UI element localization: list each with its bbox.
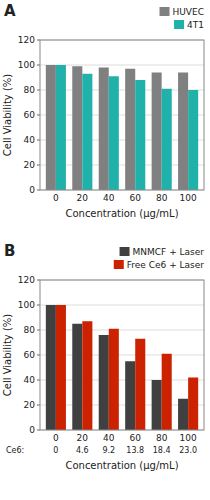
y-tick-label: 0 — [29, 185, 35, 195]
bar — [109, 76, 119, 190]
y-tick-label: 100 — [18, 60, 35, 70]
x-sub-label: 23.0 — [179, 446, 197, 455]
bar — [99, 68, 109, 191]
x-tick-label: 0 — [53, 193, 59, 203]
x-tick-label: 60 — [129, 193, 141, 203]
legend-label: Free Ce6 + Laser — [127, 260, 205, 270]
x-tick-label: 40 — [103, 433, 115, 443]
bar — [72, 324, 82, 430]
x-tick-label: 100 — [180, 193, 197, 203]
bar — [162, 354, 172, 430]
legend-swatch — [120, 247, 130, 256]
x-tick-label: 20 — [77, 433, 89, 443]
plot-frame — [40, 280, 204, 430]
bar — [178, 73, 188, 191]
y-tick-label: 20 — [24, 160, 36, 170]
legend-swatch — [160, 7, 170, 16]
legend: MNMCF + Laser Free Ce6 + Laser — [114, 247, 205, 270]
bar — [188, 378, 198, 431]
x-sub-label: 4.6 — [76, 446, 89, 455]
bar — [125, 69, 135, 190]
sub-label-title: Ce6: — [6, 446, 24, 455]
bar — [46, 65, 56, 190]
x-sub-label: 0 — [53, 446, 58, 455]
bar — [46, 305, 56, 430]
bar — [109, 329, 119, 430]
y-tick-label: 80 — [24, 85, 36, 95]
legend-swatch — [174, 20, 184, 29]
panel: B 0 20 40 60 80 100 120 0 20 40 60 80 100 Ce6: 0 4.6 9.2 1… — [2, 242, 204, 471]
y-tick-label: 20 — [24, 400, 36, 410]
x-sub-label: 18.4 — [153, 446, 171, 455]
legend: HUVEC 4T1 — [160, 7, 204, 30]
x-tick-label: 100 — [180, 433, 197, 443]
bar — [72, 66, 82, 190]
bar — [56, 305, 66, 430]
bars — [46, 65, 198, 190]
bar — [188, 90, 198, 190]
y-tick-label: 120 — [18, 275, 35, 285]
x-tick-label: 80 — [156, 193, 168, 203]
bar — [152, 73, 162, 191]
x-tick-label: 80 — [156, 433, 168, 443]
legend-swatch — [114, 260, 124, 269]
panel: A020406080100120020406080100Concentratio… — [2, 2, 204, 219]
legend-label: HUVEC — [173, 7, 204, 17]
bar — [152, 380, 162, 430]
y-tick-label: 60 — [24, 350, 36, 360]
bar — [135, 80, 145, 190]
bar — [125, 361, 135, 430]
bars — [46, 305, 198, 430]
bar — [82, 321, 92, 430]
legend-label: MNMCF + Laser — [133, 247, 205, 257]
panel-title: A — [4, 2, 16, 20]
figure: A020406080100120020406080100Concentratio… — [0, 0, 210, 500]
bar — [82, 74, 92, 190]
x-sub-label: 9.2 — [102, 446, 115, 455]
x-sub-label: 13.8 — [126, 446, 144, 455]
y-tick-label: 0 — [29, 425, 35, 435]
plot-frame — [40, 40, 204, 190]
y-tick-label: 120 — [18, 35, 35, 45]
y-axis-label: Cell Viability (%) — [2, 74, 13, 157]
x-tick-label: 20 — [77, 193, 89, 203]
x-axis-label: Concentration (µg/mL) — [65, 460, 178, 471]
bar — [56, 65, 66, 190]
x-tick-label: 0 — [53, 433, 59, 443]
y-tick-label: 60 — [24, 110, 36, 120]
x-tick-label: 60 — [129, 433, 141, 443]
x-tick-label: 40 — [103, 193, 115, 203]
bar — [178, 399, 188, 430]
bar — [99, 335, 109, 430]
x-axis-label: Concentration (µg/mL) — [65, 208, 178, 219]
legend-label: 4T1 — [187, 20, 204, 30]
y-tick-label: 40 — [24, 135, 36, 145]
y-tick-label: 80 — [24, 325, 36, 335]
panel-title: B — [4, 242, 15, 260]
bar — [162, 89, 172, 190]
y-tick-label: 100 — [18, 300, 35, 310]
y-axis-label: Cell Viability (%) — [2, 314, 13, 397]
bar — [135, 339, 145, 430]
y-tick-label: 40 — [24, 375, 36, 385]
